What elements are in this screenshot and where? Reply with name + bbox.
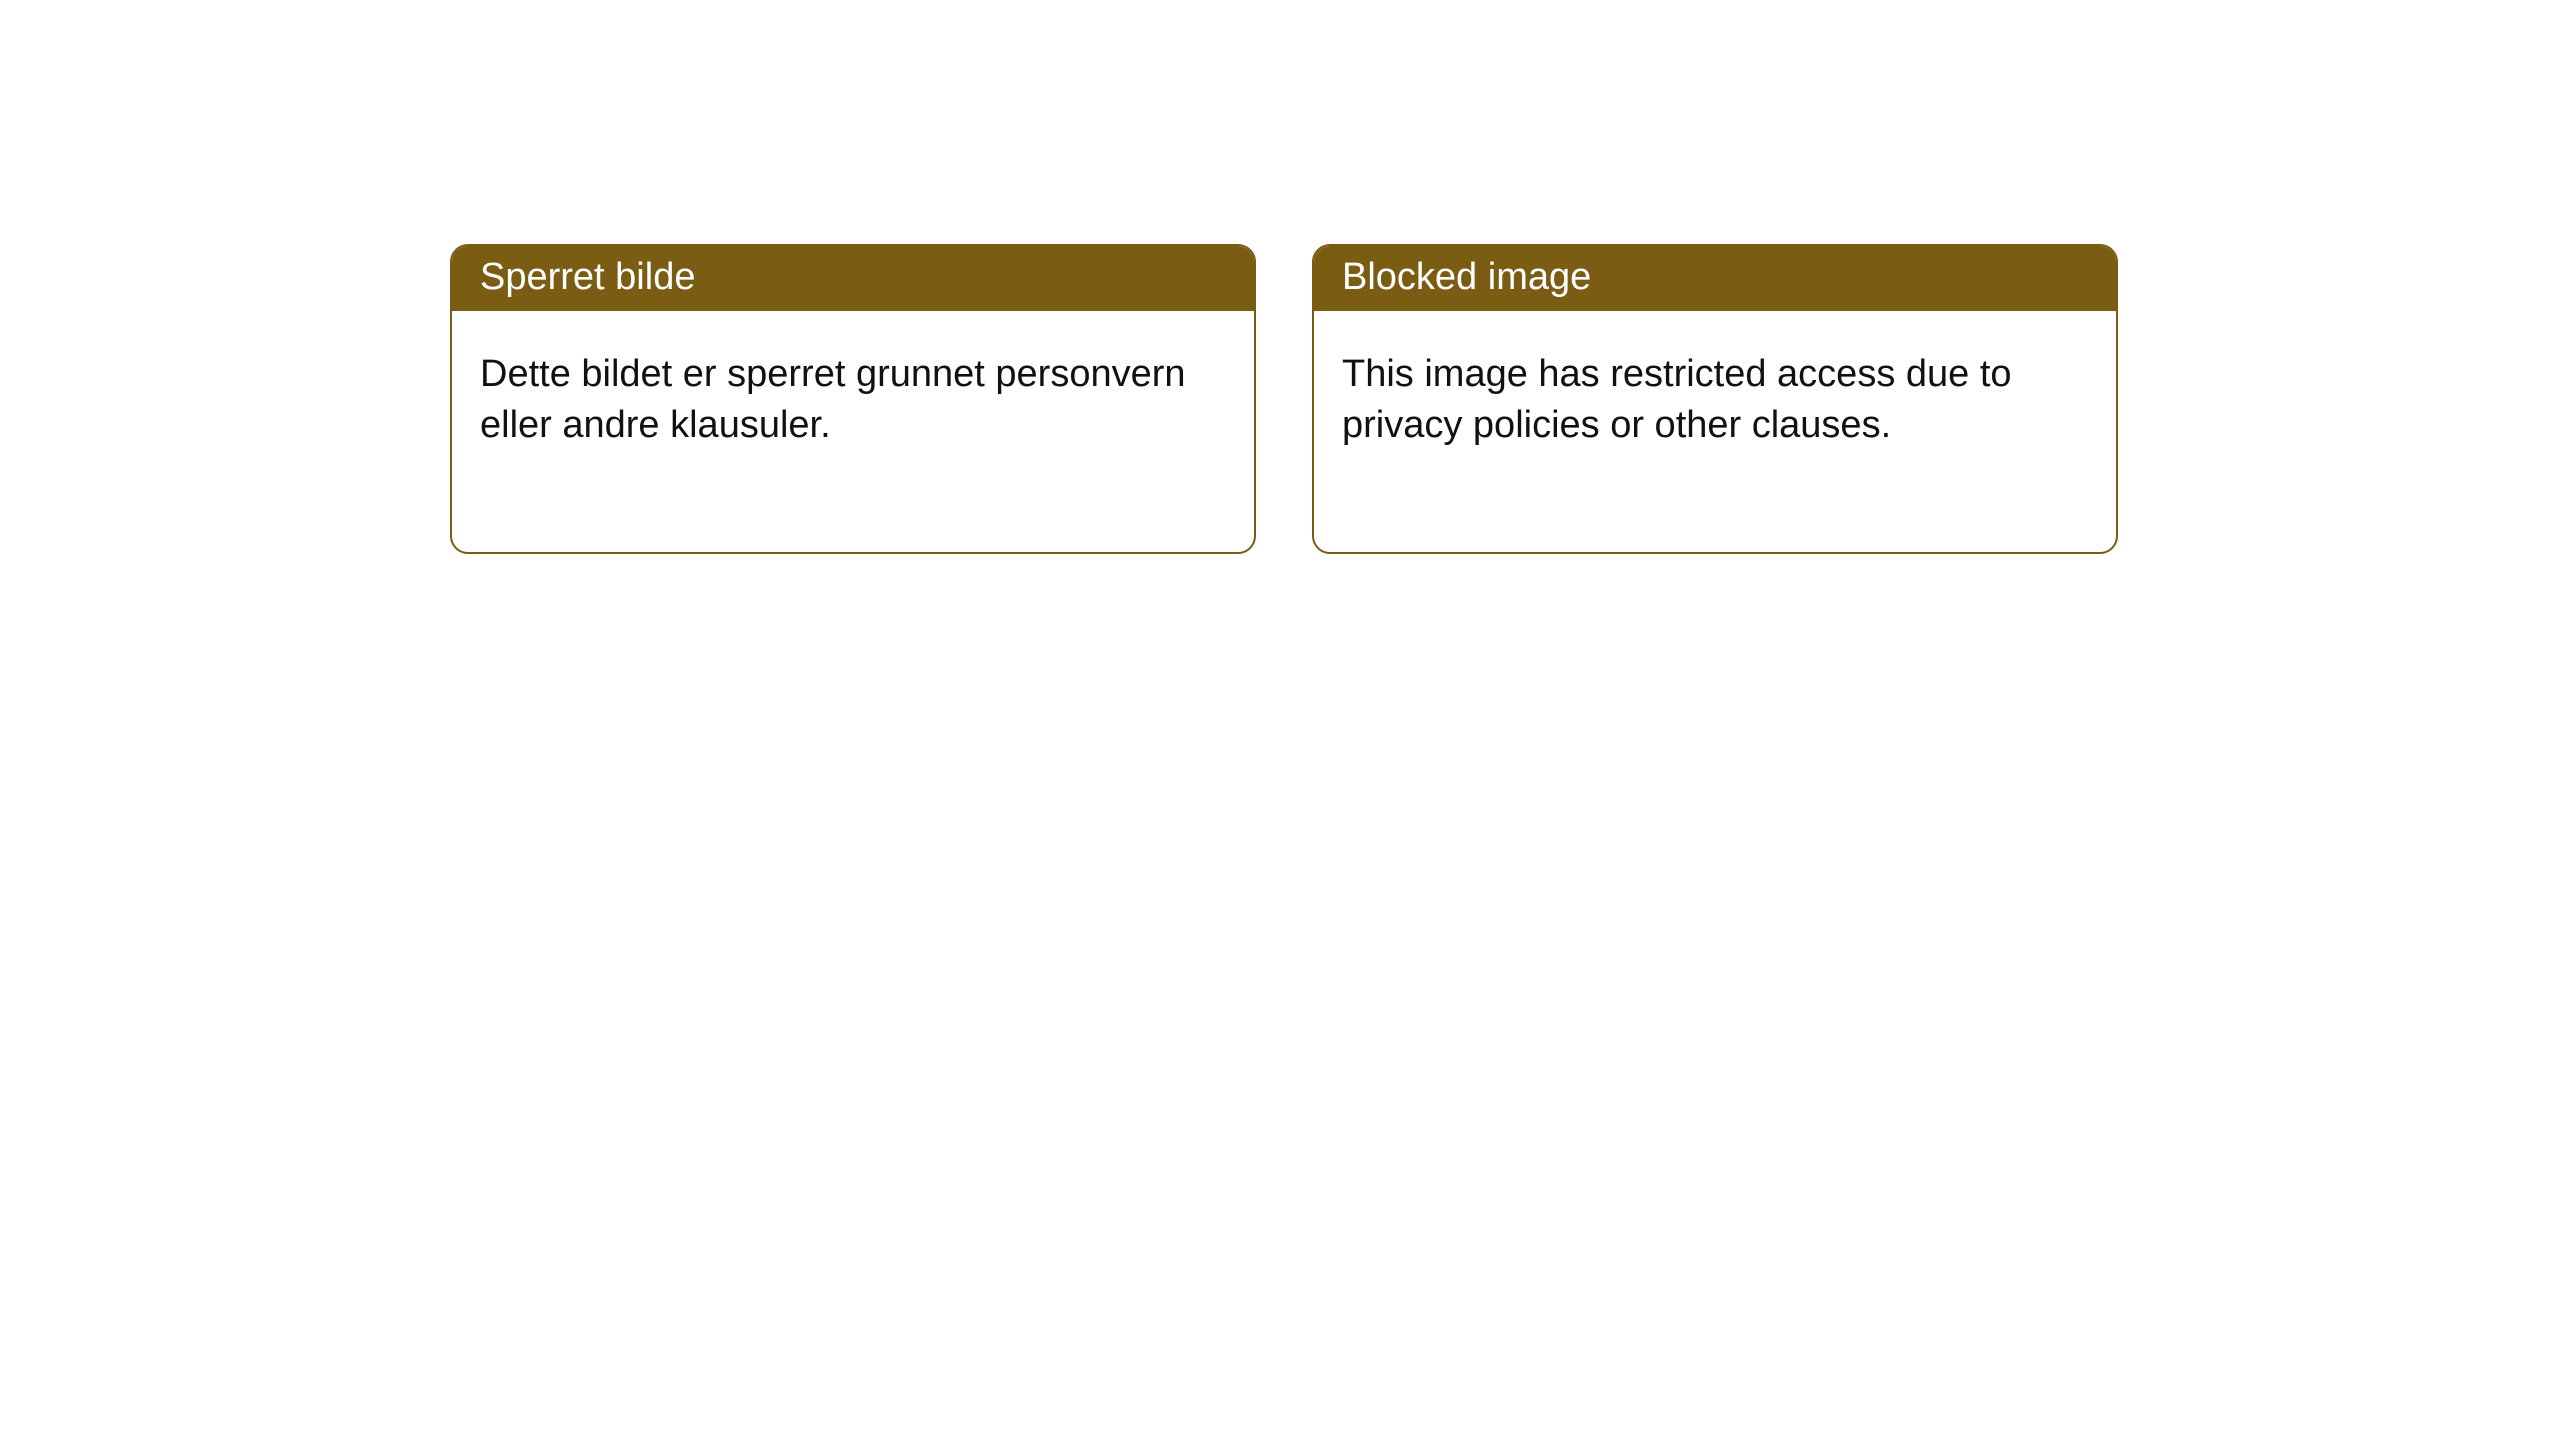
notice-title-english: Blocked image <box>1314 246 2116 311</box>
notice-body-norwegian: Dette bildet er sperret grunnet personve… <box>452 311 1254 552</box>
notice-body-english: This image has restricted access due to … <box>1314 311 2116 552</box>
notice-title-norwegian: Sperret bilde <box>452 246 1254 311</box>
notice-container: Sperret bilde Dette bildet er sperret gr… <box>0 0 2560 554</box>
notice-card-norwegian: Sperret bilde Dette bildet er sperret gr… <box>450 244 1256 554</box>
notice-card-english: Blocked image This image has restricted … <box>1312 244 2118 554</box>
